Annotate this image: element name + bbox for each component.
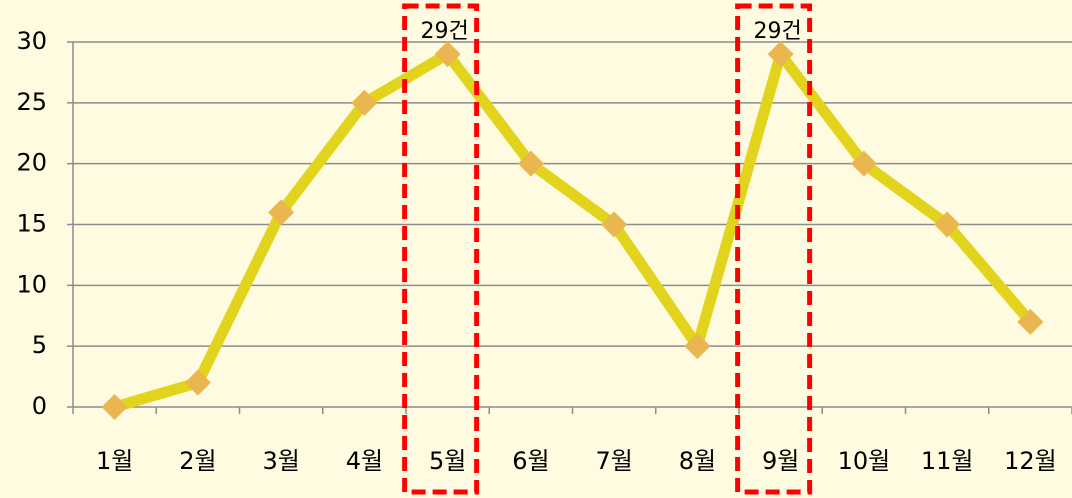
y-tick-label: 10 <box>16 270 47 298</box>
marker <box>1017 308 1044 335</box>
marker <box>767 41 794 68</box>
x-tick-label: 7월 <box>595 447 632 475</box>
x-tick-label: 9월 <box>762 447 799 475</box>
x-tick-label: 4월 <box>346 447 383 475</box>
x-tick-label: 6월 <box>512 447 549 475</box>
x-tick-label: 3월 <box>262 447 299 475</box>
marker <box>268 199 295 226</box>
line <box>113 48 1035 413</box>
marker <box>351 89 378 116</box>
marker <box>184 369 211 396</box>
value-label: 29건 <box>421 19 469 44</box>
y-tick-label: 15 <box>16 210 47 238</box>
highlight-box <box>735 3 813 495</box>
marker <box>434 41 461 68</box>
marker <box>684 333 711 360</box>
y-tick-label: 30 <box>16 27 47 55</box>
y-tick-label: 0 <box>32 392 47 420</box>
x-tick-label: 10월 <box>838 447 891 475</box>
marker <box>934 211 961 238</box>
marker <box>101 394 128 420</box>
x-tick-label: 11월 <box>921 447 974 475</box>
x-tick-label: 5월 <box>429 447 466 475</box>
marker <box>601 211 628 238</box>
value-label: 29건 <box>754 19 802 44</box>
marker <box>850 150 877 177</box>
y-tick-label: 20 <box>16 149 47 177</box>
highlight-box <box>402 3 480 495</box>
x-tick-label: 12월 <box>1004 447 1057 475</box>
y-tick-label: 5 <box>32 331 47 359</box>
x-tick-label: 8월 <box>679 447 716 475</box>
y-tick-label: 25 <box>16 88 47 116</box>
x-tick-label: 2월 <box>179 447 216 475</box>
x-tick-label: 1월 <box>96 447 133 475</box>
marker <box>517 150 544 177</box>
